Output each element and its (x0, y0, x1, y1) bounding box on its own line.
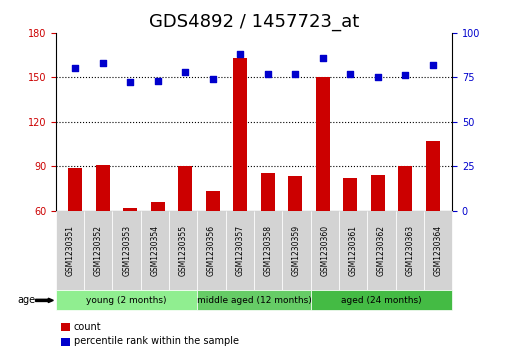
Point (291, 71, 299, 77)
Bar (151, 202, 165, 211)
Text: GSM1230352: GSM1230352 (94, 225, 103, 276)
Bar (398, 166, 412, 211)
Text: GSM1230354: GSM1230354 (150, 225, 160, 276)
Text: GSM1230353: GSM1230353 (122, 225, 131, 276)
Bar (289, 176, 302, 211)
Bar (343, 178, 357, 211)
Text: GSM1230360: GSM1230360 (320, 225, 329, 276)
Bar (233, 58, 247, 211)
Point (209, 76, 217, 82)
Text: GSM1230359: GSM1230359 (292, 225, 301, 276)
Point (181, 69, 189, 75)
Text: aged (24 months): aged (24 months) (341, 296, 422, 305)
Bar (178, 166, 192, 211)
Title: GDS4892 / 1457723_at: GDS4892 / 1457723_at (149, 13, 359, 31)
Text: GSM1230364: GSM1230364 (433, 225, 442, 276)
Point (71, 65, 79, 71)
Bar (123, 208, 137, 211)
Text: middle aged (12 months): middle aged (12 months) (197, 296, 311, 305)
Point (429, 62, 437, 68)
Text: GSM1230357: GSM1230357 (235, 225, 244, 276)
Bar (316, 77, 330, 211)
Point (401, 73, 409, 78)
Bar (426, 141, 440, 211)
Bar (261, 174, 275, 211)
Text: age: age (18, 295, 36, 305)
Bar (68, 168, 82, 211)
Point (236, 51, 244, 57)
Text: GSM1230363: GSM1230363 (405, 225, 414, 276)
Bar (96, 164, 110, 211)
Point (264, 71, 272, 77)
Point (319, 55, 327, 61)
Text: GSM1230355: GSM1230355 (179, 225, 188, 276)
Text: GSM1230351: GSM1230351 (66, 225, 75, 276)
Point (153, 78, 162, 83)
Point (346, 71, 355, 77)
Bar (206, 191, 219, 211)
Text: GSM1230358: GSM1230358 (264, 225, 273, 276)
Text: GSM1230362: GSM1230362 (377, 225, 386, 276)
Text: GSM1230361: GSM1230361 (348, 225, 358, 276)
Bar (371, 175, 385, 211)
Point (126, 79, 134, 85)
Text: count: count (74, 322, 101, 332)
Text: GSM1230356: GSM1230356 (207, 225, 216, 276)
Text: percentile rank within the sample: percentile rank within the sample (74, 336, 239, 346)
Point (99, 60, 107, 66)
Text: young (2 months): young (2 months) (86, 296, 167, 305)
Point (374, 74, 382, 80)
